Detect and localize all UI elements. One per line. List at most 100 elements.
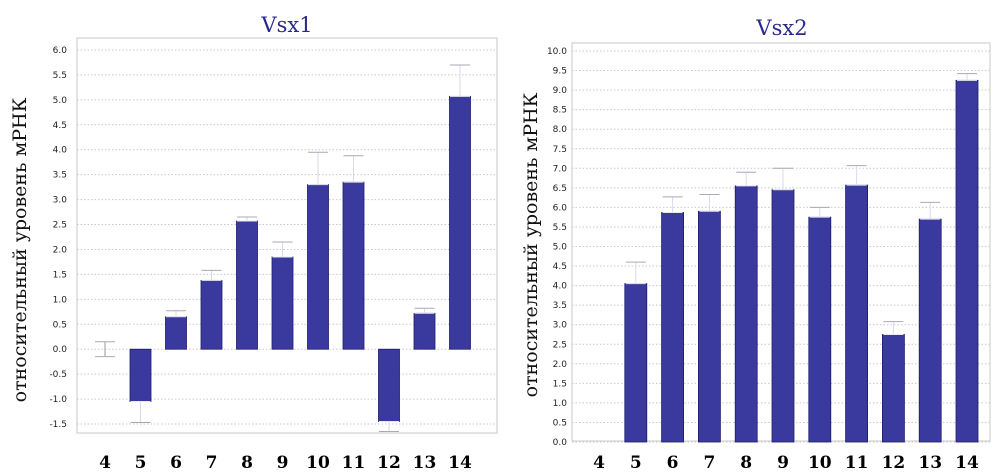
error-bar — [308, 151, 328, 186]
y-tick-label: 1.5 — [553, 379, 567, 389]
y-tick-label: 0.0 — [53, 345, 68, 355]
x-tick-labels-vsx2: 4 5 6 7 8 9 10 11 12 13 14 — [593, 453, 979, 472]
x-tick-label: 9 — [277, 453, 289, 472]
error-bar — [95, 341, 115, 358]
x-tick-label: 6 — [667, 453, 679, 472]
x-tick-label: 7 — [703, 453, 715, 472]
y-tick-label: 0.5 — [553, 418, 567, 428]
bar — [771, 189, 795, 443]
x-tick-label: 5 — [135, 453, 147, 472]
x-tick-label: 4 — [99, 453, 111, 472]
bar — [449, 95, 471, 350]
y-tick-label: 2.0 — [53, 245, 68, 255]
bar — [271, 256, 294, 350]
bar — [734, 185, 758, 443]
error-bar — [662, 196, 683, 213]
x-tick-labels-vsx1: 4 5 6 7 8 9 10 11 12 13 14 — [99, 453, 472, 472]
bars-vsx2 — [624, 73, 979, 443]
y-tick-label: -0.5 — [49, 370, 67, 380]
y-tick-labels-vsx2: 0.0 0.5 1.0 1.5 2.0 2.5 3.0 3.5 4.0 4.5 5.0 5.5 6.0 6… — [547, 47, 567, 448]
bar — [918, 218, 942, 443]
y-tick-label: 4.5 — [53, 121, 67, 131]
y-tick-label: 9.5 — [553, 67, 567, 77]
error-bar — [809, 206, 830, 218]
error-bar — [237, 216, 257, 222]
bar — [882, 334, 905, 443]
x-tick-label: 5 — [630, 453, 642, 472]
bar — [661, 212, 684, 443]
y-tick-label: 8.0 — [553, 125, 568, 135]
y-tick-label: -1.5 — [49, 420, 67, 430]
x-tick-label: 13 — [413, 453, 437, 472]
chart-title-vsx2: Vsx2 — [755, 16, 807, 40]
y-tick-label: -1.0 — [49, 395, 67, 405]
y-tick-label: 6.5 — [553, 184, 567, 194]
x-tick-label: 14 — [955, 453, 979, 472]
x-tick-label: 4 — [593, 453, 605, 472]
bars-vsx1 — [95, 64, 471, 432]
y-tick-label: 0.5 — [53, 320, 67, 330]
bar — [342, 181, 365, 350]
y-tick-label: 1.5 — [53, 270, 67, 280]
error-bar — [343, 155, 364, 183]
chart-title-vsx1: Vsx1 — [260, 13, 312, 37]
y-tick-label: 1.0 — [53, 295, 68, 305]
y-tick-label: 7.5 — [553, 145, 567, 155]
y-tick-label: 7.0 — [553, 164, 568, 174]
x-tick-label: 9 — [777, 453, 789, 472]
error-bar — [130, 401, 151, 424]
bar — [236, 220, 258, 350]
chart-vsx2: 0.0 0.5 1.0 1.5 2.0 2.5 3.0 3.5 4.0 4.5 5.0 5.5 6.0 6… — [520, 16, 991, 472]
bar — [129, 348, 152, 402]
error-bar — [450, 64, 470, 97]
y-tick-label: 5.5 — [53, 71, 67, 81]
bar — [845, 184, 868, 443]
y-tick-label: 3.5 — [53, 171, 67, 181]
y-tick-label: 3.5 — [553, 301, 567, 311]
error-bar — [920, 201, 941, 220]
bar — [165, 316, 187, 350]
x-tick-label: 10 — [808, 453, 832, 472]
bar — [307, 184, 329, 350]
y-tick-label: 6.0 — [553, 203, 568, 213]
y-tick-label: 4.0 — [553, 282, 568, 292]
x-tick-label: 8 — [740, 453, 752, 472]
bar — [624, 283, 648, 443]
y-tick-label: 5.0 — [553, 243, 568, 253]
y-axis-label-vsx1: относительный уровень мРНК — [9, 97, 31, 402]
y-tick-label: 1.0 — [553, 399, 568, 409]
x-tick-label: 10 — [306, 453, 330, 472]
y-tick-label: 2.5 — [553, 340, 567, 350]
y-axis-label-vsx2: относительный уровень мРНК — [520, 92, 542, 397]
error-bar — [957, 73, 977, 81]
x-tick-label: 11 — [845, 453, 869, 472]
y-tick-label: 9.0 — [553, 86, 568, 96]
y-tick-label: 3.0 — [553, 321, 568, 331]
gridlines-vsx1 — [77, 49, 497, 425]
error-bar — [883, 321, 904, 335]
y-tick-label: 2.0 — [553, 360, 568, 370]
error-bar — [201, 269, 222, 281]
y-tick-label: 0.0 — [553, 438, 568, 448]
bar — [378, 348, 400, 422]
error-bar — [379, 421, 399, 432]
error-bar — [699, 193, 720, 212]
bar — [698, 210, 721, 443]
bar — [413, 312, 436, 350]
y-tick-label: 6.0 — [53, 46, 68, 56]
x-tick-label: 12 — [882, 453, 906, 472]
chart-vsx1: -1.5 -1.0 -0.5 0.0 0.5 1.0 1.5 2.0 2.5 3.0 3.5 4.0 4… — [9, 13, 498, 472]
bar — [808, 216, 832, 443]
y-tick-label: 4.5 — [553, 262, 567, 272]
bar — [200, 279, 223, 350]
x-tick-label: 7 — [206, 453, 218, 472]
error-bar — [272, 241, 293, 258]
x-tick-label: 6 — [170, 453, 182, 472]
y-tick-label: 8.5 — [553, 106, 567, 116]
y-tick-label: 10.0 — [547, 47, 567, 57]
error-bar — [625, 261, 646, 285]
y-tick-label: 5.0 — [53, 96, 68, 106]
x-tick-label: 12 — [377, 453, 401, 472]
error-bar — [846, 165, 867, 186]
